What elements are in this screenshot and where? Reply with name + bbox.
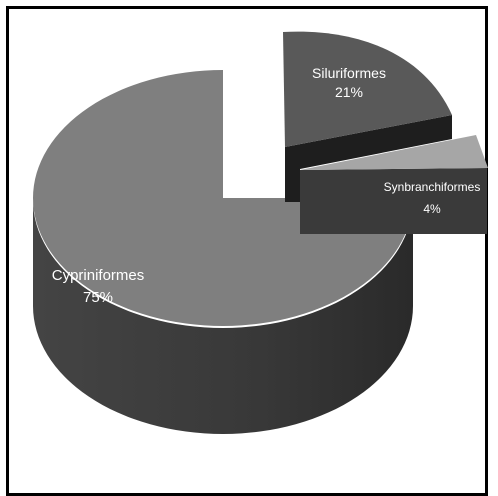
slice-synbranchiformes-side [300,168,487,234]
slice-siluriformes: Siluriformes 21% [283,31,452,202]
slice-siluriformes-side [285,115,452,202]
slice-cypriniformes-label: Cypriniformes [52,267,145,284]
slice-siluriformes-label: Siluriformes [312,65,386,81]
slice-cypriniformes-percent: 75% [83,289,113,306]
slice-siluriformes-top [283,31,452,148]
slice-cypriniformes: Cypriniformes 75% [33,70,413,434]
slice-cypriniformes-side [33,200,413,434]
slice-synbranchiformes-percent: 4% [423,202,441,216]
pie-chart: Cypriniformes 75% Siluriformes 21% Synbr… [33,31,488,434]
slice-siluriformes-percent: 21% [335,84,363,100]
slice-synbranchiformes-label: Synbranchiformes [384,180,481,194]
slice-synbranchiformes-top [300,135,488,170]
slice-cypriniformes-top [33,70,413,326]
slice-synbranchiformes: Synbranchiformes 4% [300,135,488,234]
